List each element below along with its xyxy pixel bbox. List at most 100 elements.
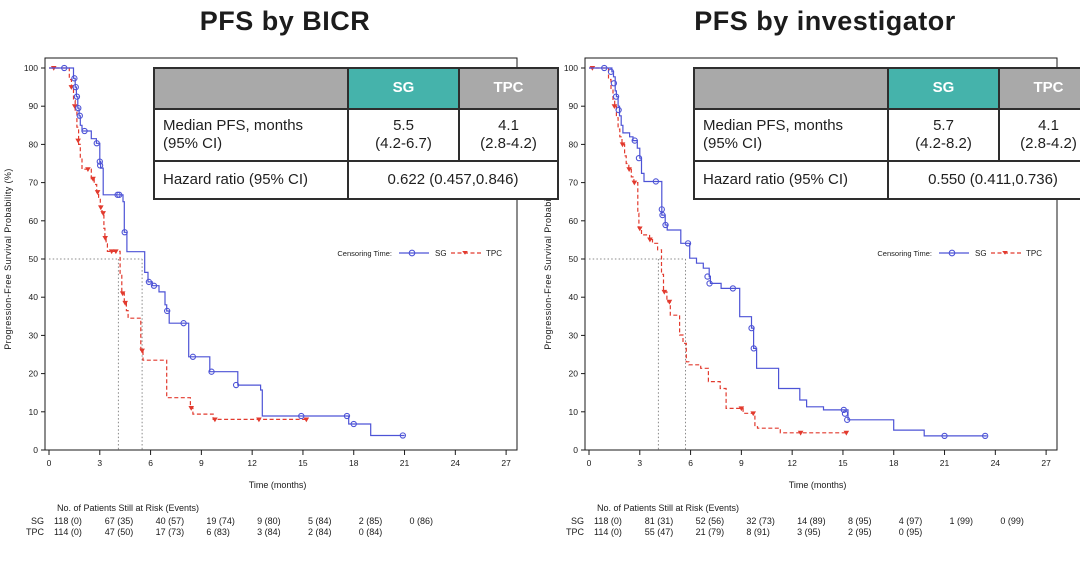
- sg-censor-marks: [61, 64, 406, 439]
- legend-tpc-censor-icon: [1002, 251, 1008, 255]
- svg-text:0: 0: [573, 445, 578, 455]
- svg-text:27: 27: [1041, 458, 1051, 468]
- risk-value: 40 (57): [156, 516, 185, 526]
- svg-text:18: 18: [889, 458, 899, 468]
- svg-text:100: 100: [24, 63, 38, 73]
- median-pfs-label: Median PFS, months (95% CI): [153, 108, 349, 162]
- stats-table-bicr: SG TPC Median PFS, months (95% CI) 5.5 (…: [153, 67, 559, 200]
- km-plot-investigator: 0 10 20 30 40 50 60 70 80 90 100 0 3 6 9 12 15 18 21 24 27 Ti…: [543, 57, 1058, 537]
- svg-text:40: 40: [29, 292, 39, 302]
- panel-investigator: PFS by investigator 0 10 20 30 40 50 60 70 80 90 1…: [540, 0, 1080, 579]
- tpc-curve: [589, 67, 848, 434]
- legend-sg-censor-icon: [948, 249, 956, 257]
- svg-text:6: 6: [688, 458, 693, 468]
- svg-text:60: 60: [29, 216, 39, 226]
- tpc-curve: [49, 67, 308, 420]
- risk-value: 2 (85): [359, 516, 383, 526]
- risk-value: 21 (79): [696, 527, 725, 537]
- risk-value: 14 (89): [797, 516, 826, 526]
- risk-value: 3 (95): [797, 527, 821, 537]
- stats-hazard-row: Hazard ratio (95% CI) 0.550 (0.411,0.736…: [693, 160, 1080, 200]
- svg-text:27: 27: [501, 458, 511, 468]
- svg-text:90: 90: [569, 101, 579, 111]
- svg-text:6: 6: [148, 458, 153, 468]
- median-pfs-tpc-value: 4.1 (2.8-4.2): [998, 108, 1080, 162]
- svg-text:TPC: TPC: [486, 249, 502, 258]
- hazard-ratio-label: Hazard ratio (95% CI): [153, 160, 349, 200]
- risk-value: 4 (97): [899, 516, 923, 526]
- at-risk-table: No. of Patients Still at Risk (Events) SG…: [566, 503, 1024, 537]
- risk-value: 0 (95): [899, 527, 923, 537]
- stats-sg-header: SG: [887, 67, 1000, 110]
- svg-text:18: 18: [349, 458, 359, 468]
- risk-value: 52 (56): [696, 516, 725, 526]
- hazard-ratio-label: Hazard ratio (95% CI): [693, 160, 889, 200]
- sg-curve: [589, 67, 987, 437]
- svg-text:50: 50: [29, 254, 39, 264]
- x-axis-title: Time (months): [249, 480, 307, 490]
- risk-value: 8 (91): [746, 527, 770, 537]
- svg-text:60: 60: [569, 216, 579, 226]
- risk-value: 8 (95): [848, 516, 872, 526]
- risk-value: 19 (74): [206, 516, 235, 526]
- svg-text:24: 24: [991, 458, 1001, 468]
- stats-median-row: Median PFS, months (95% CI) 5.7 (4.2-8.2…: [693, 108, 1080, 162]
- median-pfs-label: Median PFS, months (95% CI): [693, 108, 889, 162]
- svg-text:10: 10: [569, 407, 579, 417]
- svg-text:9: 9: [199, 458, 204, 468]
- plot-frame: [584, 57, 1058, 451]
- svg-text:SG: SG: [435, 249, 447, 258]
- svg-text:0: 0: [47, 458, 52, 468]
- svg-text:100: 100: [564, 63, 578, 73]
- svg-text:9: 9: [739, 458, 744, 468]
- risk-value: 6 (83): [206, 527, 230, 537]
- svg-text:80: 80: [569, 139, 579, 149]
- legend-tpc-censor-icon: [462, 251, 468, 255]
- svg-text:SG: SG: [975, 249, 987, 258]
- median-reference-lines: [589, 258, 687, 450]
- svg-text:No. of Patients Still at Risk: No. of Patients Still at Risk (Events): [597, 503, 739, 513]
- hazard-ratio-value: 0.622 (0.457,0.846): [347, 160, 559, 200]
- svg-text:70: 70: [29, 178, 39, 188]
- risk-value: 3 (84): [257, 527, 281, 537]
- svg-text:3: 3: [97, 458, 102, 468]
- svg-text:70: 70: [569, 178, 579, 188]
- svg-text:21: 21: [940, 458, 950, 468]
- svg-text:15: 15: [298, 458, 308, 468]
- page-title-investigator: PFS by investigator: [694, 6, 956, 36]
- svg-text:20: 20: [569, 369, 579, 379]
- at-risk-table: No. of Patients Still at Risk (Events) SG…: [26, 503, 433, 537]
- svg-text:30: 30: [29, 330, 39, 340]
- sg-censor-marks: [601, 64, 989, 440]
- panel-bicr: PFS by BICR 0 10 20 30 40 50 60 70 80 90 100 0 3 6 9 12…: [3, 6, 559, 537]
- svg-text:3: 3: [637, 458, 642, 468]
- median-reference-lines: [49, 258, 143, 450]
- risk-value: 47 (50): [105, 527, 134, 537]
- hazard-ratio-value: 0.550 (0.411,0.736): [887, 160, 1080, 200]
- risk-value: 2 (95): [848, 527, 872, 537]
- x-axis: 0 3 6 9 12 15 18 21 24 27: [587, 450, 1051, 468]
- legend-sg-censor-icon: [408, 249, 416, 257]
- svg-text:80: 80: [29, 139, 39, 149]
- risk-value: 2 (84): [308, 527, 332, 537]
- risk-value: 5 (84): [308, 516, 332, 526]
- risk-value: 0 (86): [410, 516, 434, 526]
- stats-hazard-row: Hazard ratio (95% CI) 0.622 (0.457,0.846…: [153, 160, 559, 200]
- svg-text:Censoring Time:: Censoring Time:: [337, 249, 392, 258]
- svg-text:21: 21: [400, 458, 410, 468]
- risk-value: 32 (73): [746, 516, 775, 526]
- risk-value: 118 (0): [54, 516, 82, 526]
- svg-text:20: 20: [29, 369, 39, 379]
- risk-value: 55 (47): [645, 527, 674, 537]
- risk-row-label: TPC: [566, 527, 585, 537]
- y-axis: 0 10 20 30 40 50 60 70 80 90 100: [564, 63, 585, 455]
- svg-text:12: 12: [787, 458, 797, 468]
- risk-value: 17 (73): [156, 527, 185, 537]
- y-axis: 0 10 20 30 40 50 60 70 80 90 100: [24, 63, 45, 455]
- sg-curve: [49, 67, 405, 437]
- stats-header-row: SG TPC: [693, 67, 1080, 110]
- svg-text:TPC: TPC: [1026, 249, 1042, 258]
- y-axis-title: Progression-Free Survival Probability (%…: [543, 168, 553, 349]
- y-axis-title: Progression-Free Survival Probability (%…: [3, 168, 13, 349]
